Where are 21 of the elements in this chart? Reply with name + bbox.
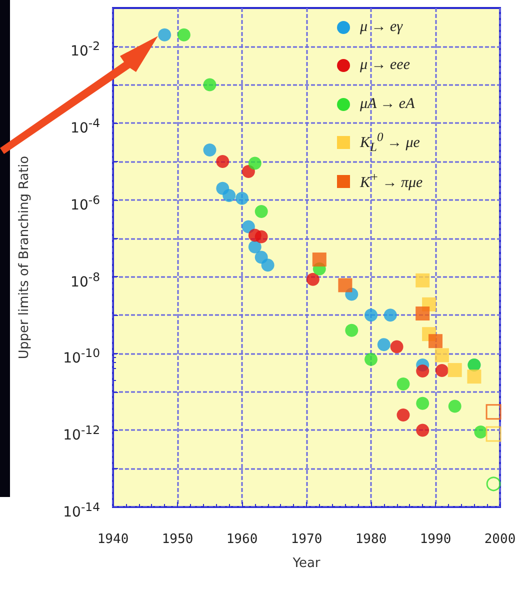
legend-label: μ → eee (360, 57, 410, 74)
legend-label: K$_{L}$$^{0}$ → μe (360, 130, 420, 156)
x-tick-label: 1940 (97, 532, 129, 547)
legend-label: K$^{+}$ → πμe (360, 170, 423, 192)
x-tick-label: 1990 (420, 532, 452, 547)
legend-label: μ → eγ (360, 18, 403, 36)
y-tick-label: 10$^{-10}$ (63, 345, 100, 368)
y-tick-label: 10$^{-6}$ (70, 192, 100, 214)
x-tick-label: 1960 (226, 532, 258, 547)
y-tick-label: 10$^{-14}$ (63, 499, 100, 521)
y-tick-label: 10$^{-4}$ (70, 115, 100, 137)
x-axis-title: Year (292, 556, 321, 571)
y-tick-label: 10$^{-12}$ (63, 422, 100, 444)
x-tick-label: 2000 (484, 532, 516, 547)
legend-label: μA → eA (360, 96, 415, 113)
x-tick-label: 1970 (290, 532, 322, 547)
x-tick-label: 1950 (162, 532, 194, 547)
y-axis-title: Upper limits of Branching Ratio (17, 156, 32, 360)
y-tick-label: 10$^{-2}$ (70, 38, 100, 60)
y-tick-label: 10$^{-8}$ (70, 268, 100, 290)
x-tick-label: 1980 (355, 532, 387, 547)
